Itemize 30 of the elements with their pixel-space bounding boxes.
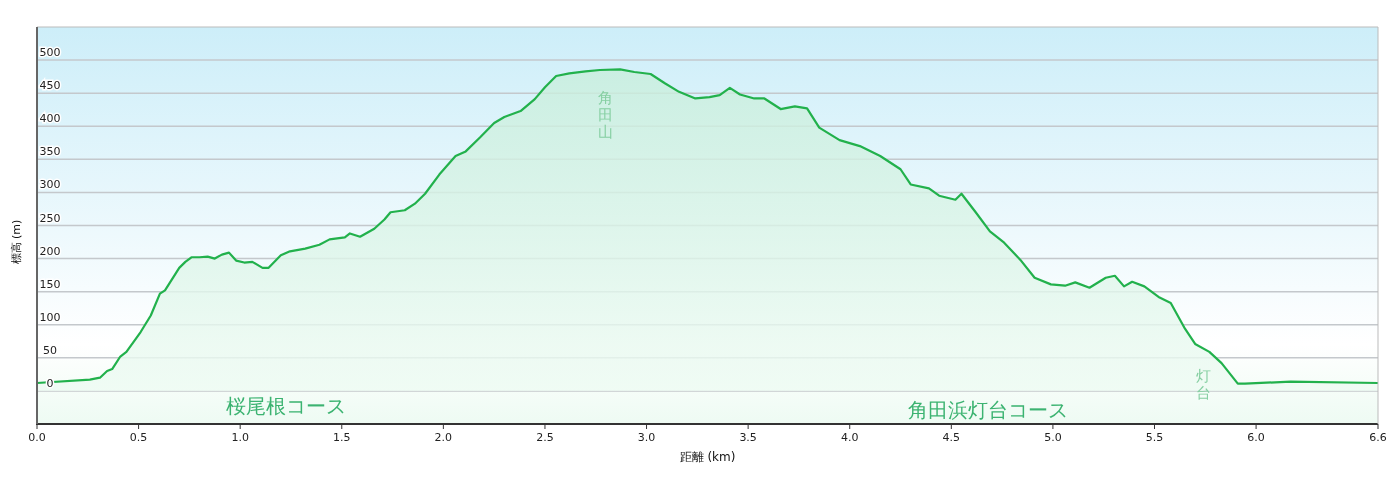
x-tick-label: 1.0 xyxy=(231,431,249,444)
y-tick-label: 300 xyxy=(39,178,61,192)
y-tick-label: 200 xyxy=(39,244,61,258)
annotation: 灯台 xyxy=(1196,367,1212,403)
x-tick-label: 2.0 xyxy=(434,431,453,444)
y-tick-label: 400 xyxy=(39,112,61,126)
x-tick-label: 5.0 xyxy=(1044,431,1062,444)
x-tick-label: 6.6 xyxy=(1369,431,1387,444)
x-tick-label: 6.0 xyxy=(1247,431,1265,444)
x-tick-label: 0.0 xyxy=(28,431,46,444)
y-tick-label: 100 xyxy=(39,310,61,324)
y-tick-label: 250 xyxy=(39,211,61,225)
y-tick-label: 450 xyxy=(39,79,61,93)
annotation: 桜尾根コース xyxy=(226,394,347,419)
x-tick-label: 1.5 xyxy=(333,431,351,444)
y-axis-title: 標高 (m) xyxy=(10,219,23,265)
y-tick-label: 500 xyxy=(39,46,61,60)
annotation: 角田山 xyxy=(598,88,614,141)
x-tick-label: 2.5 xyxy=(536,431,554,444)
y-tick-label: 350 xyxy=(39,145,61,159)
x-tick-label: 4.0 xyxy=(840,431,859,444)
annotation: 角田浜灯台コース xyxy=(907,398,1068,423)
x-tick-label: 3.0 xyxy=(637,431,656,444)
y-tick-label: 150 xyxy=(39,277,61,291)
x-axis-title: 距離 (km) xyxy=(679,450,736,464)
x-tick-label: 0.5 xyxy=(129,431,148,444)
x-tick-label: 3.5 xyxy=(739,431,757,444)
x-tick-label: 4.5 xyxy=(942,431,961,444)
x-tick-label: 5.5 xyxy=(1145,431,1164,444)
y-tick-label: 50 xyxy=(43,343,57,357)
